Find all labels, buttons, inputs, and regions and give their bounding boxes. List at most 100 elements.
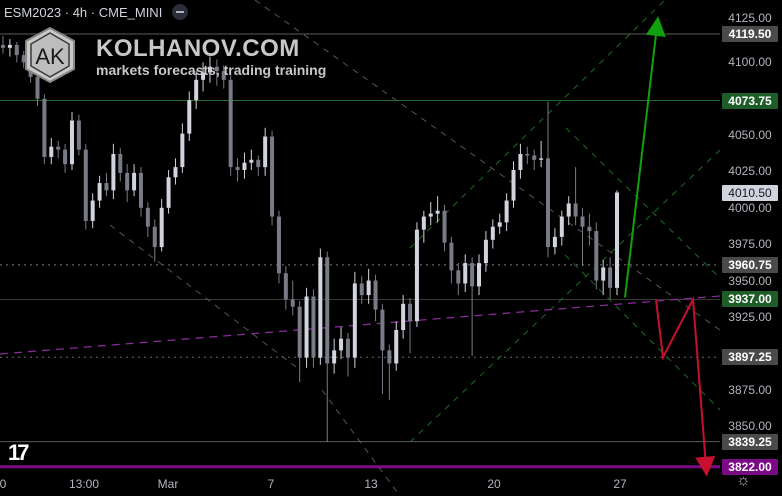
candle bbox=[201, 62, 206, 92]
price-tick: 4125.00 bbox=[728, 10, 772, 25]
candle bbox=[483, 231, 488, 272]
candle bbox=[339, 327, 344, 360]
price-tick: 3850.00 bbox=[728, 418, 772, 433]
candle bbox=[373, 274, 378, 322]
candle bbox=[180, 123, 185, 173]
time-tick: 7 bbox=[267, 477, 275, 491]
price-tick: 4000.00 bbox=[728, 200, 772, 215]
candle bbox=[573, 167, 578, 226]
candle bbox=[256, 155, 261, 176]
candle bbox=[408, 297, 413, 354]
candle bbox=[539, 140, 544, 168]
candle-body bbox=[352, 283, 357, 358]
candle bbox=[304, 287, 309, 368]
candle bbox=[359, 276, 364, 304]
candle bbox=[1, 36, 5, 54]
price-level-label: 4073.75 bbox=[722, 92, 778, 109]
candle-body bbox=[580, 216, 585, 227]
watermark: AK KOLHANOV.COM markets forecasts, tradi… bbox=[24, 26, 326, 84]
symbol: ESM2023 bbox=[4, 4, 62, 20]
candle-body bbox=[497, 222, 502, 227]
settings-gear-icon[interactable]: ☼ bbox=[736, 472, 751, 489]
price-level-label: 3937.00 bbox=[722, 291, 778, 308]
candle-body bbox=[387, 350, 392, 364]
watermark-subtitle: markets forecasts, trading training bbox=[96, 62, 327, 78]
candle-body bbox=[276, 216, 281, 274]
candle bbox=[546, 101, 551, 258]
green-dashed-channel-upper bbox=[409, 0, 666, 249]
time-tick: 13:00 bbox=[68, 477, 100, 491]
candle bbox=[263, 127, 268, 176]
candle bbox=[532, 149, 537, 170]
candle-body bbox=[83, 149, 88, 221]
candle-body bbox=[408, 303, 413, 322]
candle-body bbox=[477, 263, 482, 287]
candle bbox=[318, 248, 323, 365]
price-level-label: 3839.25 bbox=[722, 433, 778, 450]
candle bbox=[470, 257, 475, 357]
candle-body bbox=[573, 203, 578, 217]
candle bbox=[194, 71, 199, 109]
candle bbox=[580, 207, 585, 266]
candle bbox=[104, 172, 109, 197]
candle-body bbox=[104, 183, 109, 191]
candle bbox=[159, 199, 164, 252]
candle-body bbox=[35, 76, 40, 99]
forecast-arrows bbox=[624, 16, 716, 477]
candle-body bbox=[207, 66, 212, 73]
green-dashed-descending-2 bbox=[564, 254, 721, 411]
green-up-arrow[interactable] bbox=[624, 16, 666, 298]
candle-body bbox=[152, 226, 157, 248]
symbol-title[interactable]: ESM2023 · 4h · CME_MINI bbox=[4, 5, 162, 20]
sep: · bbox=[90, 4, 96, 20]
time-tick: 27 bbox=[613, 477, 627, 491]
candle-body bbox=[290, 299, 295, 307]
watermark-title: KOLHANOV.COM bbox=[96, 35, 300, 62]
collapse-legend-button[interactable] bbox=[172, 4, 189, 20]
candle bbox=[63, 143, 68, 173]
candle bbox=[35, 71, 40, 106]
price-tick: 3925.00 bbox=[728, 309, 772, 324]
candle bbox=[594, 222, 599, 290]
candle-body bbox=[414, 229, 419, 322]
candle-body bbox=[380, 309, 385, 351]
candle bbox=[228, 75, 233, 176]
candle-body bbox=[1, 44, 5, 48]
interval: 4h bbox=[72, 4, 88, 20]
red-zigzag-arrow[interactable] bbox=[655, 295, 716, 477]
candle-body bbox=[180, 133, 185, 168]
candle-body bbox=[42, 98, 47, 157]
candle bbox=[187, 91, 192, 141]
candle bbox=[21, 50, 26, 69]
candle bbox=[435, 196, 440, 223]
price-tick: 4050.00 bbox=[728, 128, 772, 143]
candle-body bbox=[56, 146, 61, 150]
candle-body bbox=[401, 303, 406, 330]
time-tick: 0 bbox=[0, 477, 7, 491]
tradingview-logo-icon[interactable]: 17 bbox=[8, 440, 30, 465]
candle bbox=[166, 169, 171, 214]
candle-body bbox=[166, 177, 171, 208]
candle bbox=[214, 59, 219, 86]
candle-body bbox=[518, 153, 523, 170]
candle bbox=[366, 268, 371, 304]
candle-body bbox=[318, 257, 323, 358]
gray-dashed-trendline-lower-2 bbox=[321, 389, 401, 496]
candle bbox=[559, 210, 564, 246]
candle bbox=[270, 130, 275, 226]
candle bbox=[118, 148, 123, 182]
candle bbox=[511, 161, 516, 208]
candle-body bbox=[228, 79, 233, 168]
candle-body bbox=[145, 207, 150, 227]
candle bbox=[14, 41, 19, 63]
last-price-label: 4010.50 bbox=[722, 184, 778, 201]
candle-body bbox=[194, 79, 199, 101]
candle bbox=[138, 167, 143, 217]
candle bbox=[111, 143, 116, 200]
candle bbox=[504, 193, 509, 232]
price-level-label: 3960.75 bbox=[722, 256, 778, 273]
price-tick: 3875.00 bbox=[728, 382, 772, 397]
candle-body bbox=[511, 169, 516, 201]
candle-body bbox=[483, 239, 488, 264]
